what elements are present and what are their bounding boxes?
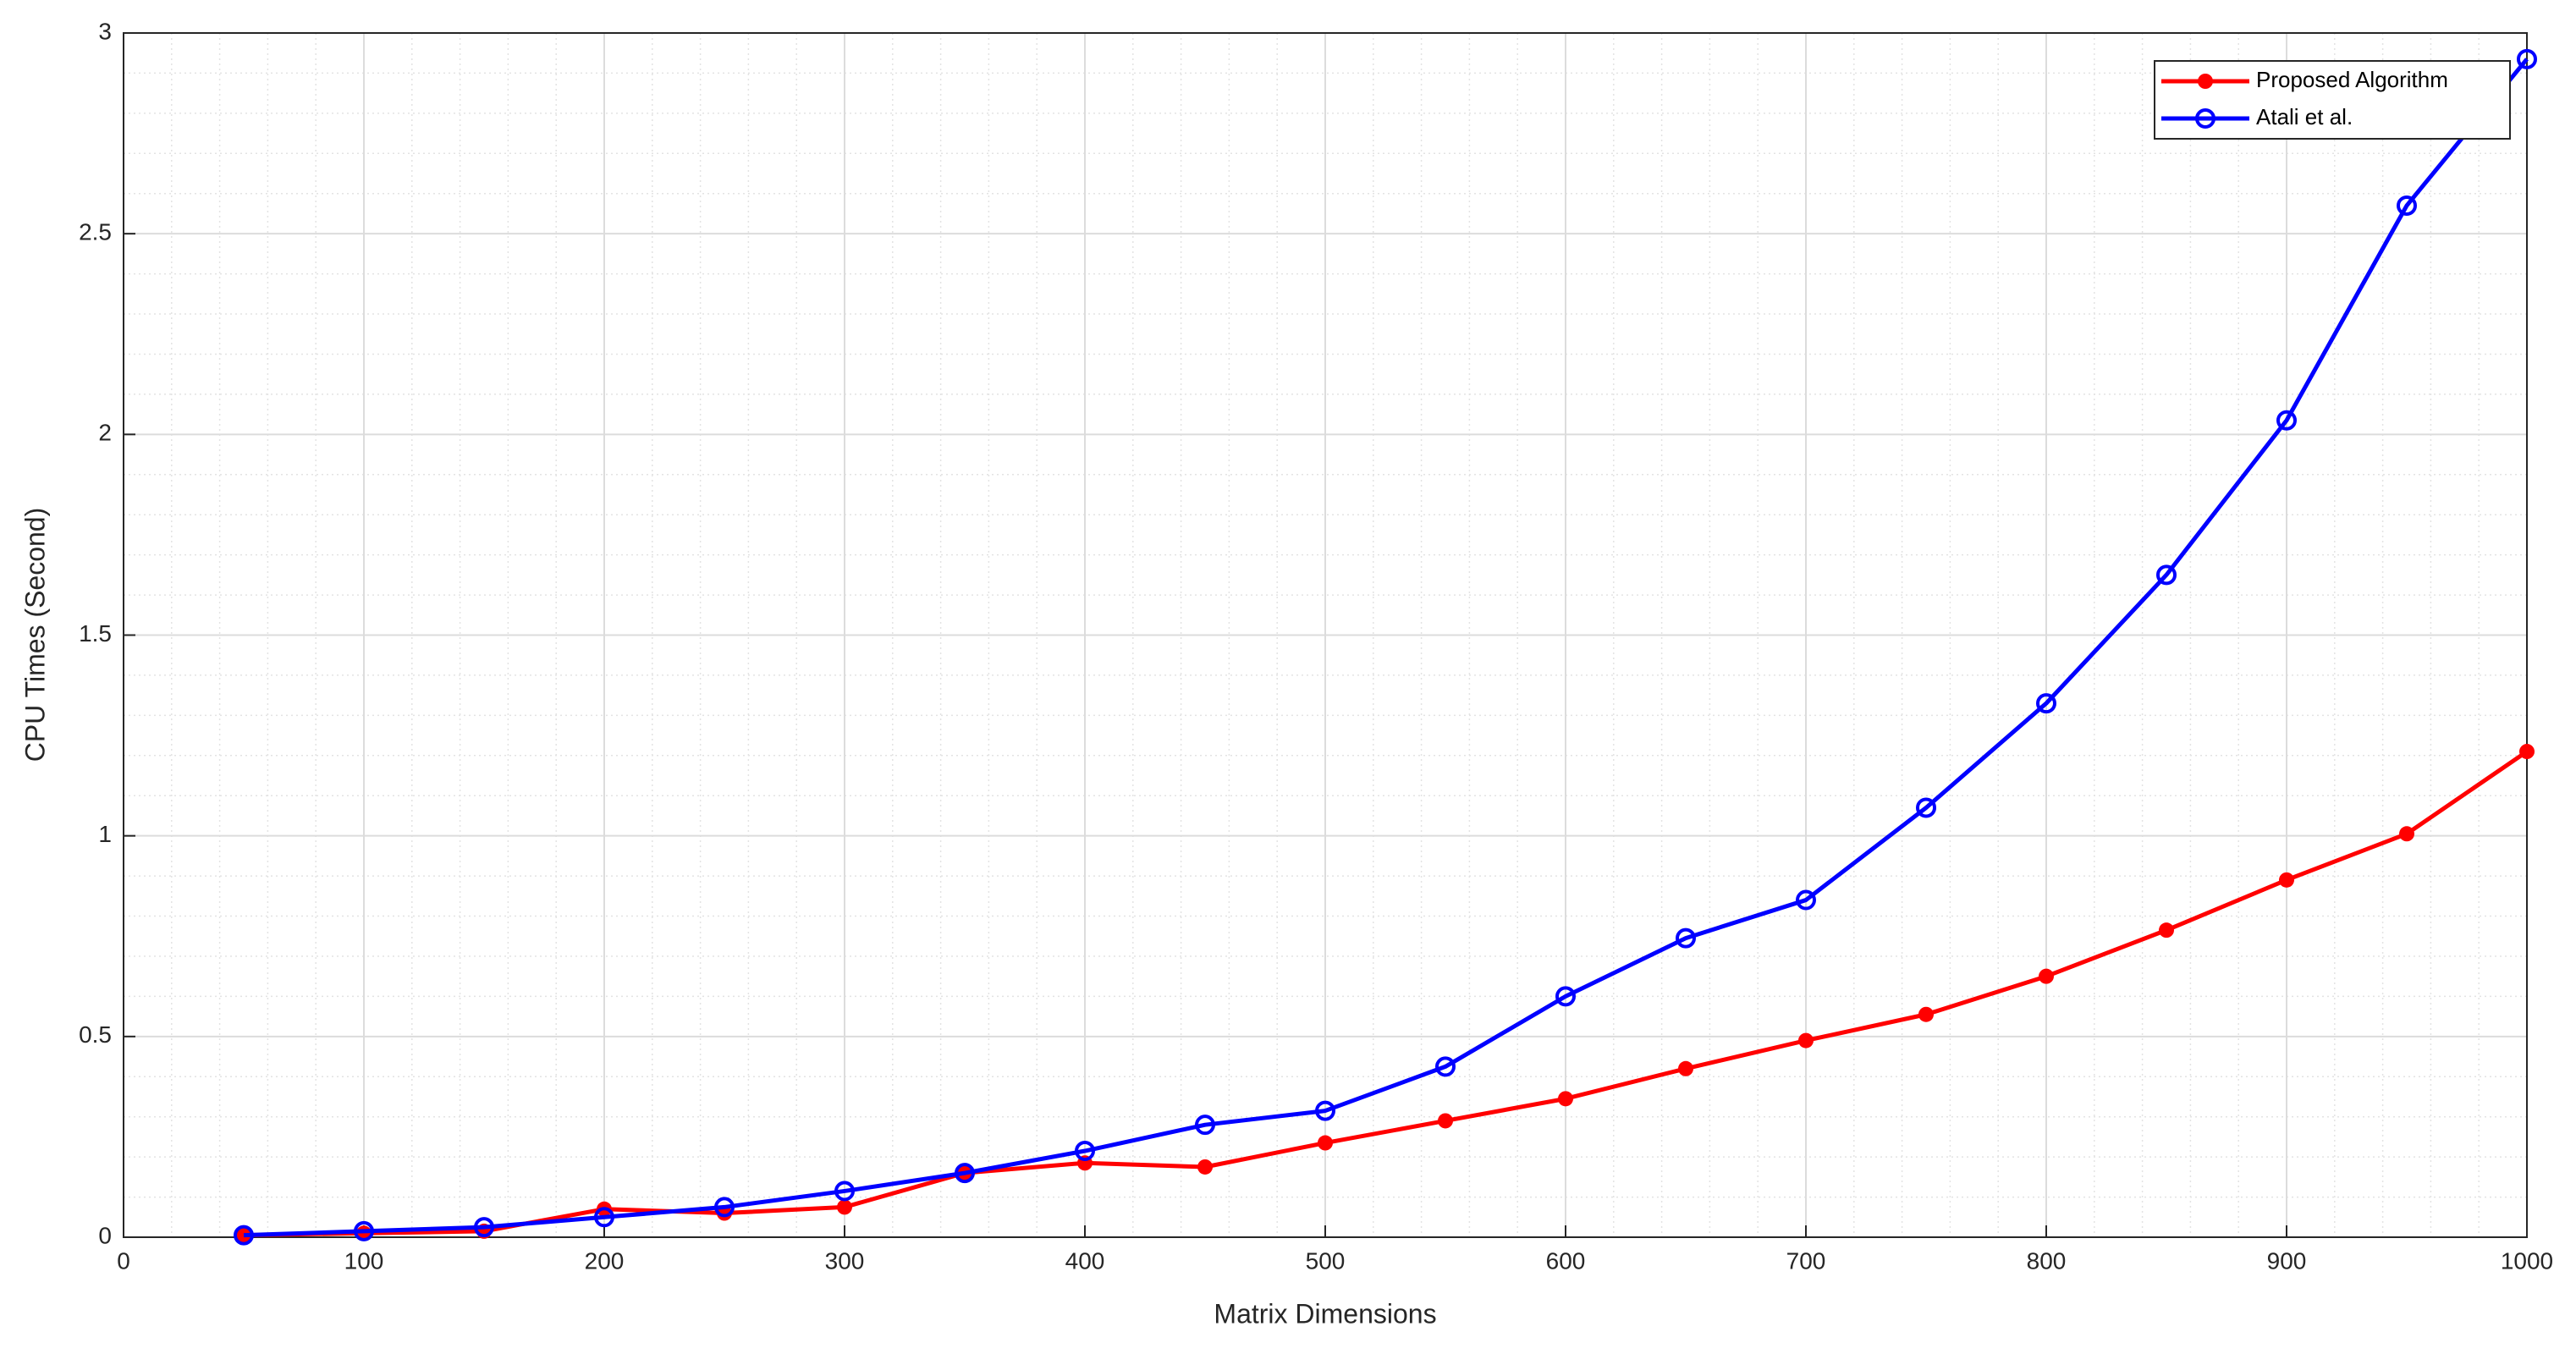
marker <box>2039 968 2054 984</box>
marker <box>1918 1006 1934 1022</box>
legend-label: Proposed Algorithm <box>2256 67 2448 92</box>
marker <box>2397 195 2417 216</box>
marker <box>1796 889 1816 911</box>
marker <box>2195 108 2215 129</box>
marker <box>354 1220 374 1241</box>
x-tick-label: 700 <box>1786 1247 1826 1274</box>
marker <box>1438 1113 1453 1129</box>
marker <box>2036 693 2056 714</box>
marker <box>1676 927 1696 949</box>
y-tick-label: 0.5 <box>79 1021 112 1048</box>
marker <box>1195 1115 1215 1136</box>
marker <box>2159 922 2174 938</box>
marker <box>1678 1060 1693 1076</box>
marker <box>834 1181 855 1202</box>
legend-label: Atali et al. <box>2256 104 2353 129</box>
marker <box>1916 797 1936 818</box>
marker <box>1798 1032 1814 1049</box>
x-tick-label: 0 <box>117 1247 130 1274</box>
marker <box>234 1225 254 1246</box>
x-tick-label: 600 <box>1546 1247 1586 1274</box>
marker <box>2517 48 2537 69</box>
marker <box>2279 872 2294 888</box>
x-axis-label: Matrix Dimensions <box>1214 1298 1436 1329</box>
marker <box>1075 1141 1095 1162</box>
y-tick-label: 0 <box>98 1222 112 1248</box>
legend-box <box>2154 60 2511 140</box>
marker <box>2156 564 2177 586</box>
marker <box>1435 1056 1456 1077</box>
series-line <box>243 58 2529 1238</box>
y-tick-label: 2 <box>98 420 112 446</box>
marker <box>1555 986 1576 1007</box>
marker <box>2198 74 2213 89</box>
y-axis-label: CPU Times (Second) <box>19 508 50 762</box>
y-tick-label: 3 <box>98 18 112 44</box>
marker <box>474 1217 494 1238</box>
x-tick-label: 300 <box>825 1247 865 1274</box>
plot-frame <box>123 32 2528 1238</box>
marker <box>837 1199 852 1215</box>
x-tick-label: 800 <box>2027 1247 2067 1274</box>
series-line <box>243 749 2529 1238</box>
marker <box>955 1163 975 1184</box>
x-tick-label: 500 <box>1306 1247 1346 1274</box>
marker <box>1318 1135 1333 1151</box>
marker <box>2276 410 2297 431</box>
y-tick-label: 1.5 <box>79 620 112 647</box>
y-tick-label: 2.5 <box>79 219 112 245</box>
marker <box>2399 826 2414 842</box>
marker <box>1558 1091 1573 1107</box>
marker <box>1197 1159 1213 1175</box>
marker <box>1315 1100 1335 1121</box>
x-tick-label: 1000 <box>2501 1247 2553 1274</box>
x-tick-label: 100 <box>344 1247 384 1274</box>
x-tick-label: 400 <box>1065 1247 1105 1274</box>
y-tick-label: 1 <box>98 821 112 847</box>
marker <box>714 1197 735 1218</box>
x-tick-label: 900 <box>2267 1247 2307 1274</box>
marker <box>2519 744 2535 760</box>
x-tick-label: 200 <box>585 1247 625 1274</box>
marker <box>594 1207 614 1228</box>
